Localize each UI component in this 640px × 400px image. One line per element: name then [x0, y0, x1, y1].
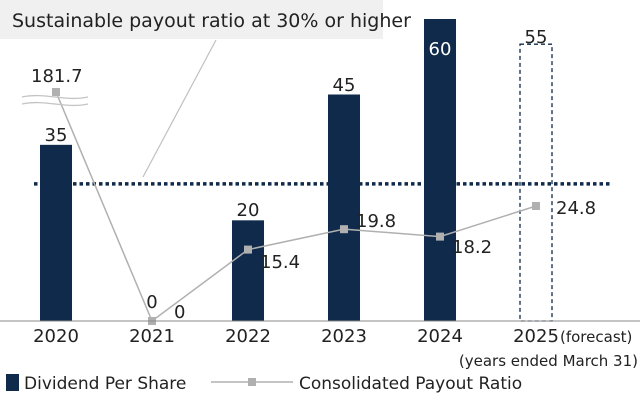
axis-break-mark: [21, 94, 89, 100]
axis-break-mark-2: [21, 101, 89, 107]
bar-value-label-2020: 35: [45, 125, 68, 146]
legend-label-line: Consolidated Payout Ratio: [299, 374, 522, 394]
legend-swatch-bar: [6, 374, 19, 391]
x-axis-ticks: 2020 2021 2022 2023 2024 2025 (forecast): [33, 326, 632, 347]
payout-marker-2025: [532, 202, 540, 210]
bar-2022: [232, 220, 264, 321]
data-labels: 35 0 20 45 60 55 181.7 0 15.4 19.8 18.2 24.8: [31, 27, 596, 323]
bar-value-label-2022: 20: [237, 200, 260, 221]
payout-marker-2020: [52, 88, 60, 96]
payout-value-label-2024: 18.2: [452, 237, 492, 258]
x-tick-2025: 2025: [513, 326, 559, 347]
payout-value-label-2025: 24.8: [556, 198, 596, 219]
bar-2023: [328, 94, 360, 321]
legend: Dividend Per Share Consolidated Payout R…: [6, 374, 522, 394]
callout-box: [0, 0, 383, 39]
bar-value-label-2024: 60: [429, 39, 452, 60]
payout-value-label-2020: 181.7: [31, 66, 83, 87]
payout-marker-2023: [340, 225, 348, 234]
bar-series: [40, 19, 553, 322]
payout-marker-2022: [244, 245, 252, 254]
legend-label-bar: Dividend Per Share: [24, 374, 186, 394]
target-callout: Sustainable payout ratio at 30% or highe…: [0, 0, 411, 178]
x-tick-forecast-note: (forecast): [560, 328, 632, 346]
x-tick-2023: 2023: [321, 326, 367, 347]
bar-2024: [424, 19, 456, 321]
bar-value-label-2021: 0: [146, 292, 157, 313]
callout-pointer: [142, 39, 217, 178]
bar-value-label-2023: 45: [333, 75, 356, 96]
bar-value-label-2025: 55: [525, 27, 548, 48]
line-series: [21, 88, 540, 325]
payout-value-label-2021: 0: [174, 302, 185, 323]
payout-marker-2024: [436, 232, 444, 241]
payout-ratio-line: [55, 91, 537, 323]
x-tick-2021: 2021: [129, 326, 175, 347]
payout-value-label-2023: 19.8: [356, 211, 396, 232]
callout-text: Sustainable payout ratio at 30% or highe…: [12, 10, 411, 32]
x-unit-label: (years ended March 31): [459, 352, 638, 370]
x-tick-2022: 2022: [225, 326, 271, 347]
bar-2020: [40, 144, 72, 321]
payout-value-label-2022: 15.4: [260, 252, 300, 273]
legend-marker-line: [248, 378, 256, 386]
x-tick-2024: 2024: [417, 326, 463, 347]
x-tick-2020: 2020: [33, 326, 79, 347]
